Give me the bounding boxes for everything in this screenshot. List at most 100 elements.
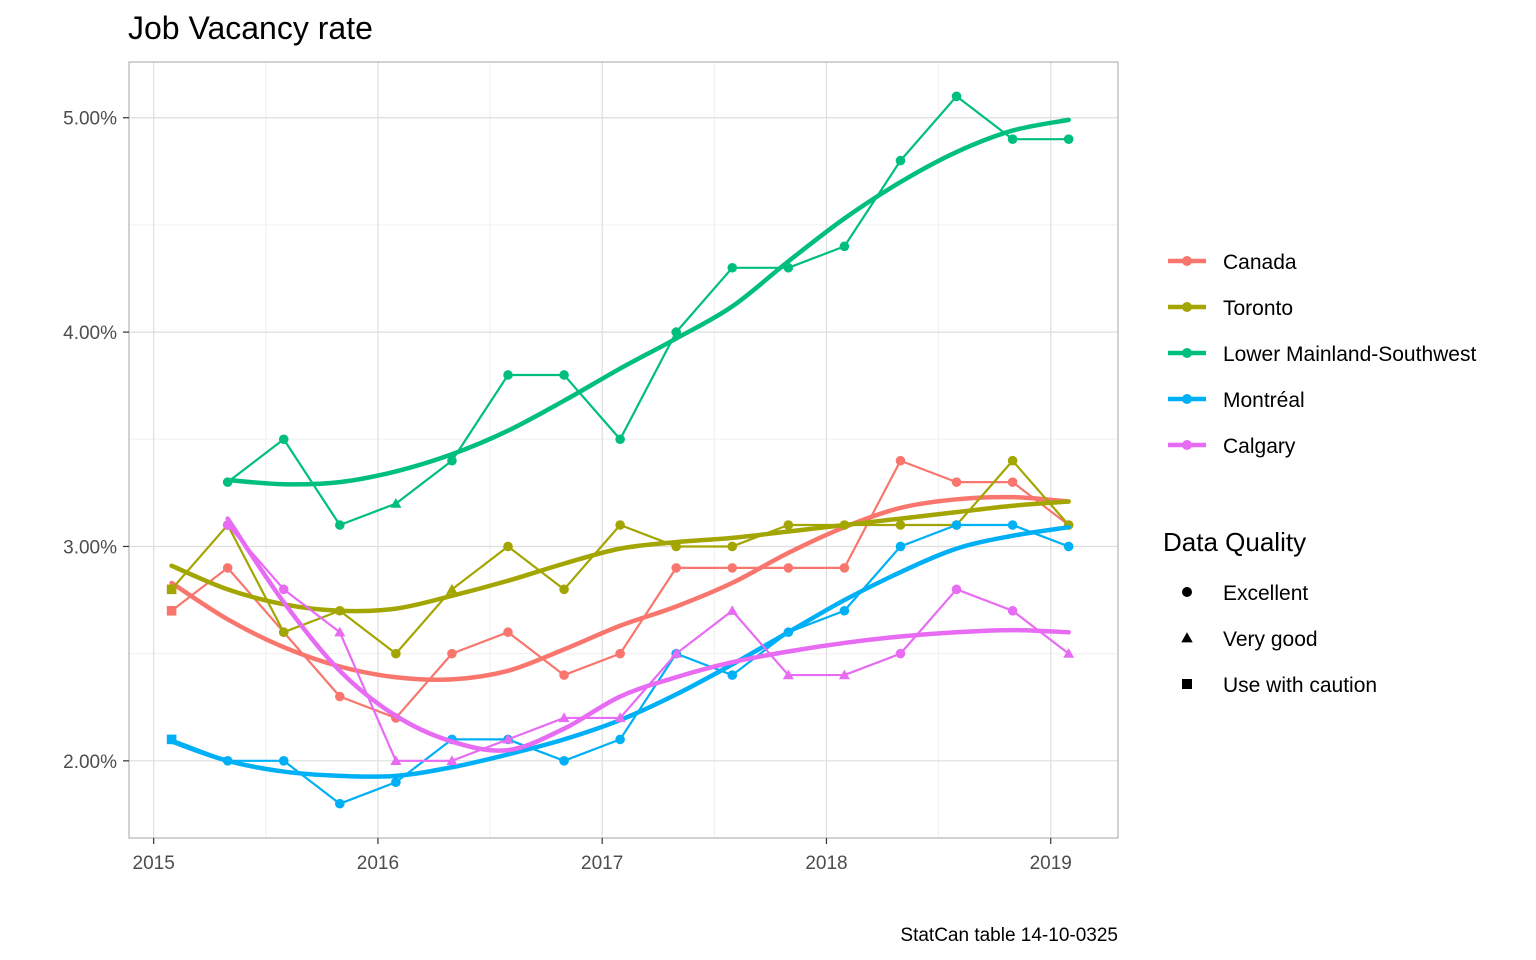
legend-swatch-point (1182, 302, 1192, 312)
legend-swatch-point (1182, 440, 1192, 450)
color-legend: Canada Toronto Lower Mainland-Southwest Mon… (1168, 251, 1476, 458)
data-point-montr-al (1007, 520, 1018, 530)
data-point-montr-al (951, 520, 962, 530)
data-point-canada (222, 563, 233, 573)
data-point-calgary (838, 669, 850, 680)
data-point-toronto (559, 584, 569, 595)
data-point-calgary (726, 605, 738, 615)
data-point-toronto (335, 605, 345, 616)
legend-item-lower-mainland-southwest: Lower Mainland-Southwest (1168, 343, 1476, 366)
trend-line-toronto (169, 499, 1071, 614)
legend-swatch-point (1182, 256, 1192, 266)
data-point-toronto (895, 520, 906, 530)
series-layer (166, 91, 1075, 809)
y-tick-label: 4.00% (63, 323, 117, 344)
plot-panel-border (128, 61, 1119, 839)
quality-legend-label: Excellent (1223, 582, 1308, 605)
data-point-lower-mainland-southwest (503, 370, 513, 380)
data-point-calgary (446, 755, 458, 765)
series-line-canada (170, 459, 1070, 720)
y-tick-label: 2.00% (63, 752, 117, 773)
data-point-toronto (278, 627, 289, 638)
data-point-lower-mainland-southwest (447, 455, 457, 466)
series-calgary (222, 516, 1075, 765)
data-point-calgary (502, 733, 514, 744)
data-point-toronto (1007, 455, 1018, 466)
data-point-lower-mainland-southwest (839, 241, 850, 252)
data-point-lower-mainland-southwest (783, 262, 794, 273)
x-tick-label: 2017 (581, 853, 623, 874)
legend-item-canada: Canada (1168, 251, 1297, 274)
data-point-calgary (390, 755, 402, 765)
legend-label: Toronto (1223, 297, 1293, 320)
data-point-montr-al (727, 670, 738, 680)
data-point-calgary (1063, 648, 1075, 658)
quality-legend-item-circle: Excellent (1182, 582, 1308, 605)
y-axis: 2.00% 3.00% 4.00% 5.00% (63, 109, 129, 773)
data-point-calgary (614, 712, 626, 723)
data-point-canada (447, 648, 457, 659)
data-point-toronto (391, 648, 401, 659)
data-point-canada (951, 477, 962, 487)
data-point-canada (559, 670, 569, 680)
x-axis: 2015 2016 2017 2018 2019 (133, 838, 1072, 874)
quality-legend-label: Very good (1223, 628, 1318, 651)
series-line-lower-mainland-southwest (227, 95, 1069, 527)
data-point-lower-mainland-southwest (895, 155, 906, 166)
data-point-canada (1007, 477, 1018, 487)
data-point-toronto (615, 520, 625, 530)
shape-legend: Data Quality Excellent Very good Use with … (1163, 527, 1377, 697)
quality-legend-item-triangle: Very good (1181, 628, 1318, 651)
data-point-montr-al (166, 734, 177, 745)
series-lower-mainland-southwest (222, 91, 1074, 530)
caption: StatCan table 14-10-0325 (900, 925, 1118, 946)
data-point-lower-mainland-southwest (615, 434, 625, 445)
y-tick-label: 3.00% (63, 537, 117, 558)
trend-line-canada (169, 494, 1071, 683)
data-point-toronto (839, 520, 850, 530)
series-montr-al (166, 520, 1074, 809)
data-point-toronto (503, 541, 513, 552)
legend-item-toronto: Toronto (1168, 297, 1293, 320)
data-point-canada (166, 605, 177, 616)
data-point-montr-al (222, 756, 233, 766)
data-point-calgary (334, 626, 346, 637)
quality-legend-label: Use with caution (1223, 674, 1377, 697)
quality-legend-circle-icon (1182, 587, 1192, 597)
data-point-montr-al (335, 798, 345, 809)
y-tick-label: 5.00% (63, 109, 117, 130)
data-point-montr-al (839, 605, 850, 616)
x-tick-label: 2016 (357, 853, 399, 874)
trend-line-calgary (225, 516, 1071, 753)
data-point-toronto (166, 584, 177, 595)
data-point-lower-mainland-southwest (278, 434, 289, 445)
data-point-montr-al (278, 756, 289, 766)
data-point-montr-al (895, 541, 906, 552)
legend-label: Lower Mainland-Southwest (1223, 343, 1476, 366)
data-point-canada (727, 563, 738, 573)
legend-label: Calgary (1223, 435, 1296, 458)
data-point-calgary (895, 648, 906, 659)
quality-legend-triangle-icon (1181, 632, 1193, 643)
data-point-montr-al (615, 734, 625, 745)
data-point-canada (503, 627, 513, 638)
legend-label: Montréal (1223, 389, 1305, 412)
data-point-canada (615, 648, 625, 659)
data-point-montr-al (1063, 541, 1074, 552)
data-point-calgary (951, 584, 962, 595)
data-point-canada (839, 563, 850, 573)
data-point-canada (335, 691, 345, 702)
data-point-montr-al (783, 627, 794, 638)
data-point-calgary (1007, 605, 1018, 616)
data-point-canada (895, 455, 906, 466)
series-canada (166, 455, 1074, 723)
legend-item-calgary: Calgary (1168, 435, 1296, 458)
shape-legend-title: Data Quality (1163, 527, 1306, 557)
chart-title: Job Vacancy rate (128, 10, 373, 46)
data-point-lower-mainland-southwest (222, 477, 233, 487)
data-point-lower-mainland-southwest (390, 498, 402, 508)
data-point-montr-al (559, 756, 569, 766)
data-point-lower-mainland-southwest (1063, 134, 1074, 144)
trend-line-lower-mainland-southwest (225, 117, 1071, 487)
